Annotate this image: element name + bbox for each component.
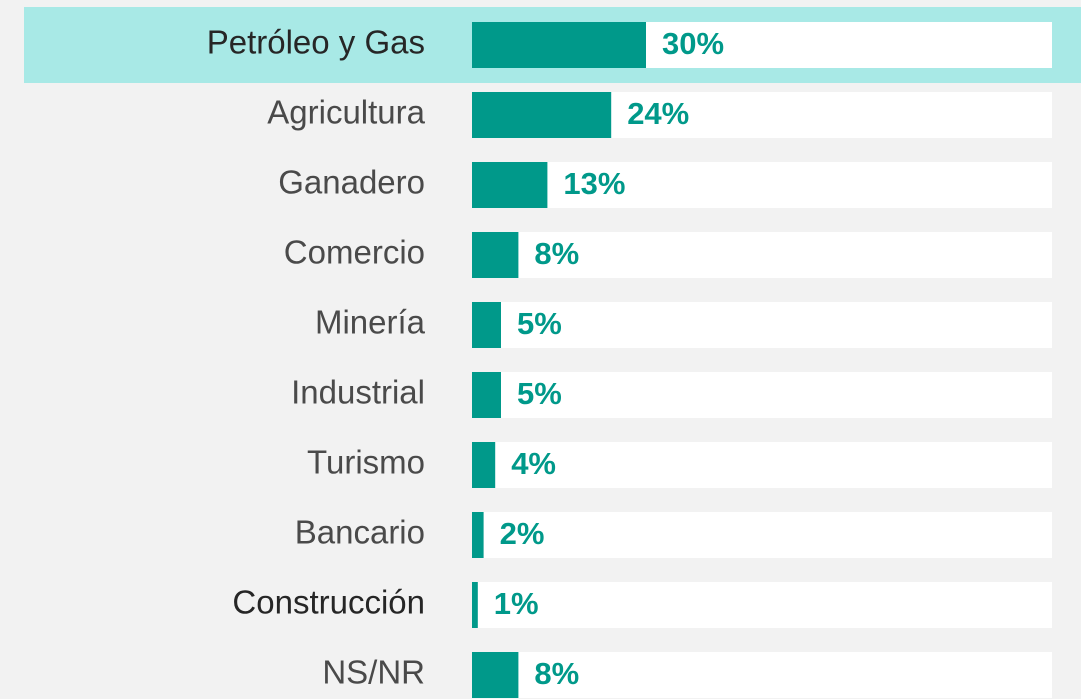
value-label: 13% [563,166,625,201]
bar [472,372,501,418]
bar [472,442,496,488]
bar [472,232,519,278]
bar-track [472,372,1052,418]
bar [472,302,501,348]
value-label: 24% [627,96,689,131]
bar [472,92,612,138]
bar-track [472,232,1052,278]
value-label: 5% [517,376,562,411]
bar [472,512,484,558]
bar-track [472,512,1052,558]
category-label: Bancario [295,514,425,551]
category-label: Petróleo y Gas [207,24,425,61]
category-label: Comercio [284,234,425,271]
bar-track [472,652,1052,698]
category-label: Minería [315,304,426,341]
value-label: 2% [500,516,545,551]
bar [472,162,548,208]
bar [472,22,646,68]
category-label: Agricultura [267,94,425,131]
category-label: NS/NR [322,654,425,691]
category-label: Industrial [291,374,425,411]
value-label: 8% [534,236,579,271]
bar-track [472,302,1052,348]
category-label: Construcción [232,584,425,621]
value-label: 8% [534,656,579,691]
bar-track [472,582,1052,628]
value-label: 1% [494,586,539,621]
value-label: 4% [511,446,556,481]
bar [472,652,519,698]
value-label: 30% [662,26,724,61]
category-label: Ganadero [278,164,425,201]
bar-track [472,162,1052,208]
bar [472,582,478,628]
category-label: Turismo [307,444,425,481]
bar-track [472,442,1052,488]
value-label: 5% [517,306,562,341]
